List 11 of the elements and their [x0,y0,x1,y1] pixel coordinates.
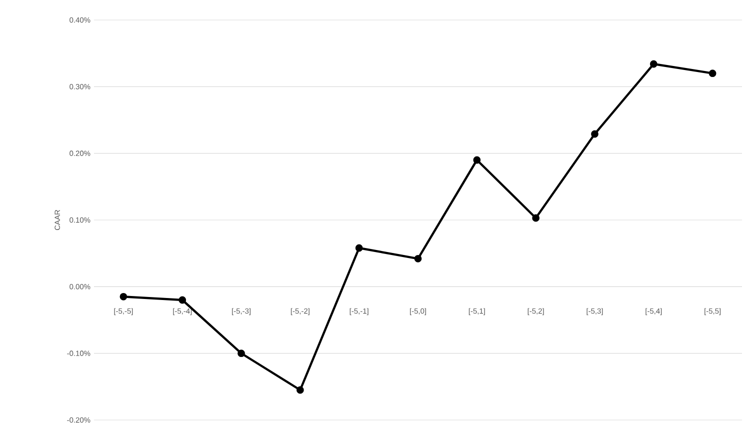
point [178,296,186,304]
point [650,60,658,68]
point [473,156,481,164]
point [591,130,598,138]
point [355,244,363,252]
point [238,350,245,358]
point [296,386,304,394]
point [120,292,128,300]
point [414,254,422,262]
point [532,214,540,222]
point [708,70,716,78]
